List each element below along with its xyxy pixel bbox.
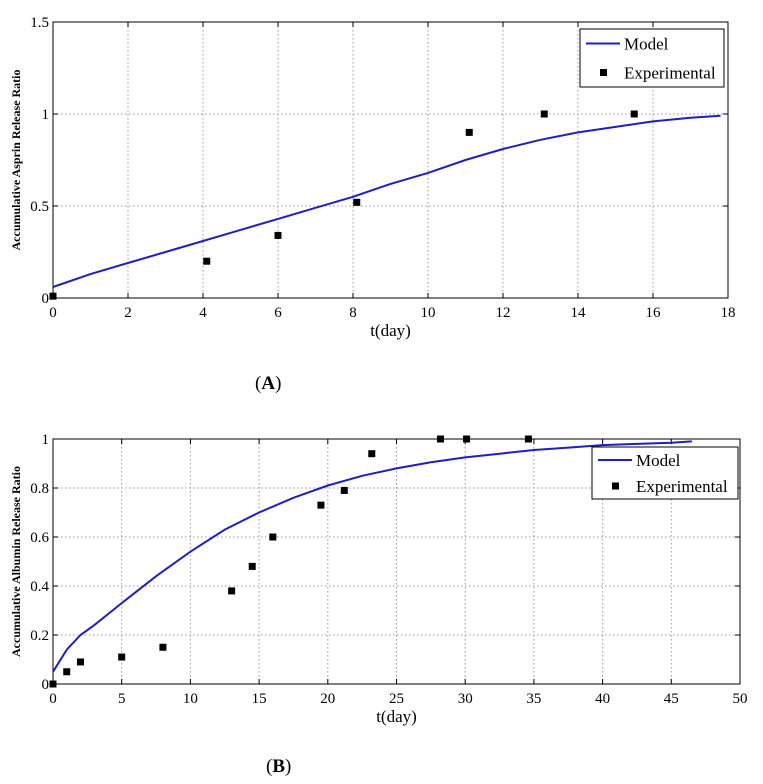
experimental-data-point [63,668,71,676]
x-tick-label: 4 [199,305,207,321]
legend-label: Model [624,35,669,54]
y-tick-label: 1 [42,432,50,448]
panel-label-b: (B) [266,756,292,777]
x-tick-label: 10 [183,691,198,707]
y-tick-label: 1 [42,107,50,123]
experimental-data-point [248,562,256,570]
x-axis-label: t(day) [376,707,417,726]
y-axis-label: Accumulative Asprin Release Ratio [9,70,23,251]
experimental-data-point [436,435,444,443]
legend-marker-swatch [612,482,619,490]
x-tick-label: 18 [721,305,736,321]
y-tick-label: 0.6 [30,530,49,546]
x-tick-label: 35 [526,691,541,707]
x-tick-label: 25 [389,691,404,707]
experimental-data-point [463,435,471,443]
experimental-data-point [269,533,277,541]
experimental-data-point [524,435,532,443]
x-tick-label: 50 [733,691,748,707]
x-tick-label: 8 [349,305,357,321]
y-tick-label: 0.8 [30,481,49,497]
y-axis-label: Accumulative Albumin Release Ratio [9,466,23,657]
x-tick-label: 2 [124,305,132,321]
experimental-data-point [159,643,167,651]
legend-box [579,28,725,88]
panel-label-a-letter: A [261,373,276,394]
experimental-data-point [274,231,282,239]
x-tick-label: 30 [458,691,473,707]
x-tick-label: 6 [274,305,282,321]
model-series-line [52,114,721,288]
experimental-data-point [317,501,325,509]
legend-label: Experimental [636,477,728,496]
experimental-data-point [76,658,84,666]
x-tick-label: 0 [49,305,57,321]
experimental-data-point [118,653,126,661]
x-tick-label: 12 [496,305,511,321]
experimental-data-point [630,110,638,118]
x-tick-label: 14 [571,305,587,321]
axes-frame [52,21,729,299]
x-tick-label: 0 [49,691,57,707]
chart-panel-b: 0 5 10 15 20 25 30 35 40 45 50 0 0.2 0.4 0.6 0.8 1 t(day)… [9,432,748,726]
y-tick-label: 0.4 [30,579,49,595]
x-tick-label: 15 [252,691,267,707]
model-series-line [52,440,692,673]
experimental-data-point [49,680,57,688]
experimental-data-point [203,257,211,265]
experimental-data-point [49,292,57,300]
experimental-data-point [228,587,236,595]
experimental-data-point [340,486,348,494]
legend-marker-swatch [600,69,607,76]
y-tick-label: 1.5 [30,15,49,31]
x-tick-label: 10 [421,305,436,321]
y-tick-label: 0 [42,677,50,693]
experimental-data-point [353,198,361,206]
y-tick-label: 0.5 [30,199,49,215]
chart-panel-a: 0 2 4 6 8 10 12 14 16 18 0 0.5 1 1.5 t(day) Accumulativ… [9,15,736,340]
experimental-data-point [368,450,376,458]
legend-box [591,446,739,500]
experimental-data-point [540,110,548,118]
panel-label-b-letter: B [272,756,286,777]
legend-label: Model [636,451,681,470]
x-tick-label: 20 [320,691,335,707]
x-tick-label: 5 [118,691,126,707]
legend-label: Experimental [624,64,716,83]
x-tick-label: 40 [595,691,610,707]
x-axis-label: t(day) [370,321,411,340]
y-tick-label: 0.2 [30,628,49,644]
panel-label-a: (A) [255,373,282,394]
y-tick-label: 0 [42,291,50,307]
experimental-data-point [465,128,473,136]
x-tick-label: 45 [664,691,679,707]
x-tick-label: 16 [646,305,662,321]
